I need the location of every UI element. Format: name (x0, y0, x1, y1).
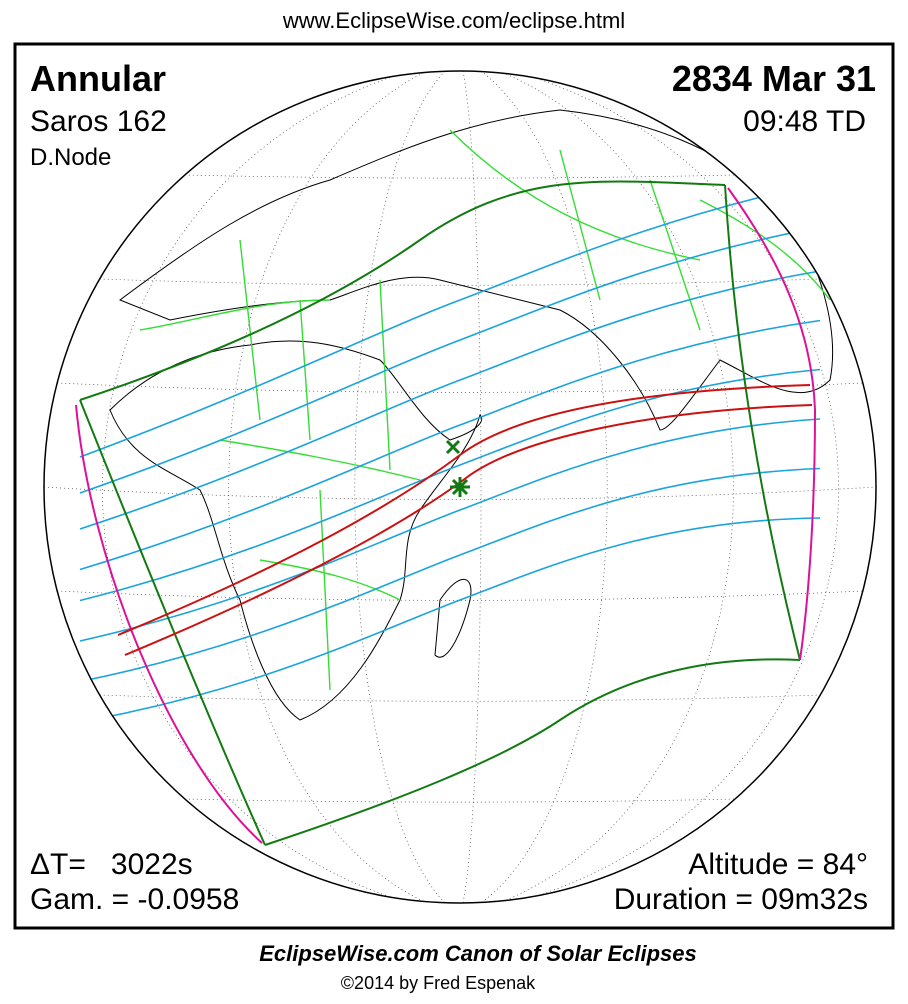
africa (109, 340, 483, 721)
meridian (228, 71, 428, 903)
frame (13, 42, 895, 930)
west-rise-curve (75, 404, 263, 844)
eclipse-type: Annular (30, 58, 166, 99)
time: 09:48 TD (743, 105, 866, 138)
altitude: Altitude = 84° (688, 848, 868, 881)
meridian (480, 71, 608, 903)
madagascar (434, 578, 472, 658)
central-path-south (124, 404, 813, 656)
borders (139, 129, 831, 691)
saros: Saros 162 (30, 105, 167, 138)
node: D.Node (30, 144, 111, 171)
url: www.EclipseWise.com/eclipse.html (282, 8, 625, 33)
east-limit (724, 184, 801, 661)
north-limit (79, 180, 726, 401)
parallel (57, 590, 863, 601)
magnitude-track (79, 517, 821, 723)
greatest-eclipse-marker (450, 477, 470, 497)
tracks (79, 182, 821, 723)
footer-title: EclipseWise.com Canon of Solar Eclipses (259, 941, 697, 966)
magnitude-track (79, 319, 821, 571)
copyright: ©2014 by Fred Espenak (341, 973, 536, 993)
magnitude-track (79, 467, 821, 683)
west-limit (79, 399, 266, 846)
eurasia (118, 109, 833, 431)
meridian (498, 71, 734, 903)
land (109, 109, 833, 721)
parallel (99, 278, 821, 286)
meridian (354, 71, 446, 903)
eclipse-date: 2834 Mar 31 (672, 58, 876, 99)
globe-outline (43, 70, 877, 904)
parallel (184, 174, 736, 179)
meridian (513, 71, 839, 903)
parallel (99, 694, 821, 702)
magnitude-track (79, 182, 821, 458)
duration: Duration = 09m32s (614, 883, 868, 916)
east-set-curve (727, 187, 817, 661)
magnitude-track (79, 226, 821, 494)
gamma: Gam. = -0.0958 (30, 883, 239, 916)
greatest-duration-marker (445, 439, 461, 455)
magnitude-track (79, 418, 821, 642)
parallel (184, 798, 736, 803)
central-path-north (117, 384, 811, 636)
meridian (102, 71, 410, 903)
parallel (44, 486, 876, 500)
delta-t: ΔT= 3022s (30, 848, 193, 881)
magnitude-track (79, 270, 821, 530)
globe (44, 71, 876, 903)
south-limit (264, 658, 801, 846)
